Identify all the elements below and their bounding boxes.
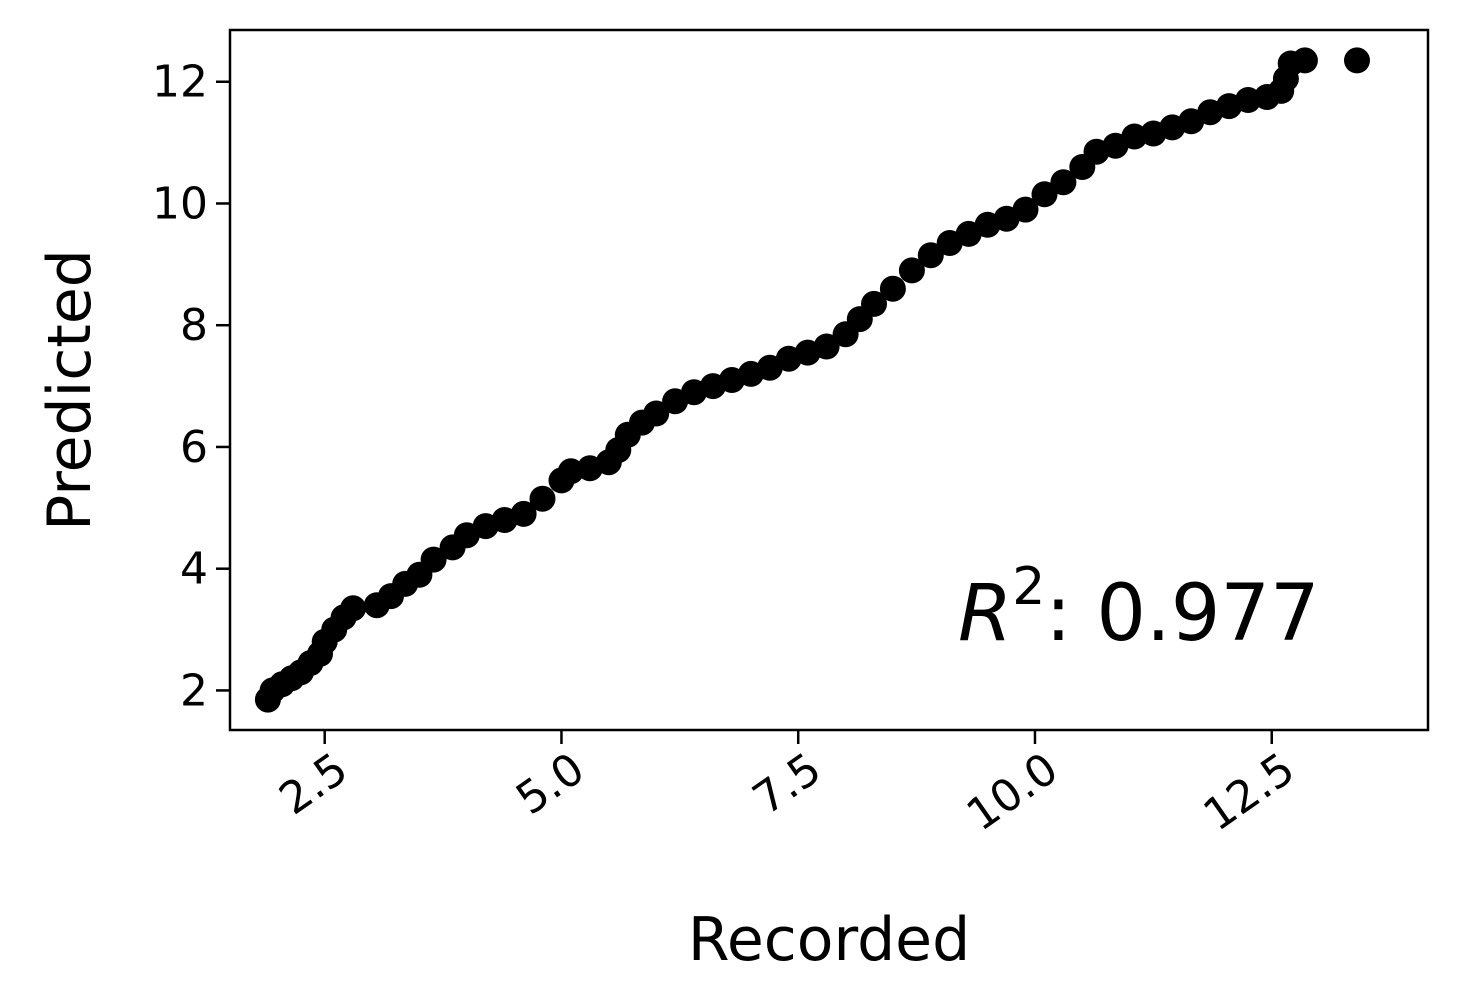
- data-point: [1050, 169, 1077, 196]
- data-point: [1031, 181, 1058, 208]
- r-squared-symbol: R: [958, 569, 1012, 659]
- x-tick-label: 2.5: [270, 743, 357, 825]
- data-point: [898, 257, 925, 284]
- x-tick-label: 5.0: [507, 743, 594, 825]
- data-point: [643, 400, 670, 427]
- y-tick-label: 12: [152, 57, 208, 108]
- data-point: [420, 546, 447, 573]
- x-tick-label: 10.0: [958, 743, 1068, 841]
- data-point: [1291, 47, 1318, 74]
- data-point: [917, 242, 944, 269]
- r-squared-annotation: R2: 0.977: [958, 557, 1320, 659]
- data-point: [879, 275, 906, 302]
- y-tick-label: 6: [180, 422, 208, 473]
- data-points: [254, 47, 1370, 713]
- x-axis-ticks: 2.5 5.0 7.5 10.0 12.5: [270, 730, 1304, 841]
- y-tick-label: 2: [180, 665, 208, 716]
- y-axis-ticks: 2 4 6 8 10 12: [152, 57, 230, 716]
- y-tick-label: 8: [180, 300, 208, 351]
- x-tick-label: 12.5: [1195, 743, 1305, 841]
- y-tick-label: 10: [152, 178, 208, 229]
- x-axis-label: Recorded: [688, 905, 970, 975]
- data-point: [813, 333, 840, 360]
- r-squared-superscript: 2: [1012, 557, 1045, 617]
- data-point: [529, 485, 556, 512]
- plot-area: [230, 30, 1428, 730]
- data-point: [861, 290, 887, 317]
- x-tick-label: 7.5: [744, 743, 831, 825]
- plot-frame: [228, 28, 1430, 732]
- y-axis-label: Predicted: [35, 249, 105, 531]
- data-point: [1012, 196, 1039, 223]
- data-point: [340, 595, 367, 622]
- data-point: [510, 500, 537, 527]
- y-tick-label: 4: [180, 544, 208, 595]
- data-point: [1344, 47, 1370, 74]
- r-squared-value: : 0.977: [1045, 569, 1319, 659]
